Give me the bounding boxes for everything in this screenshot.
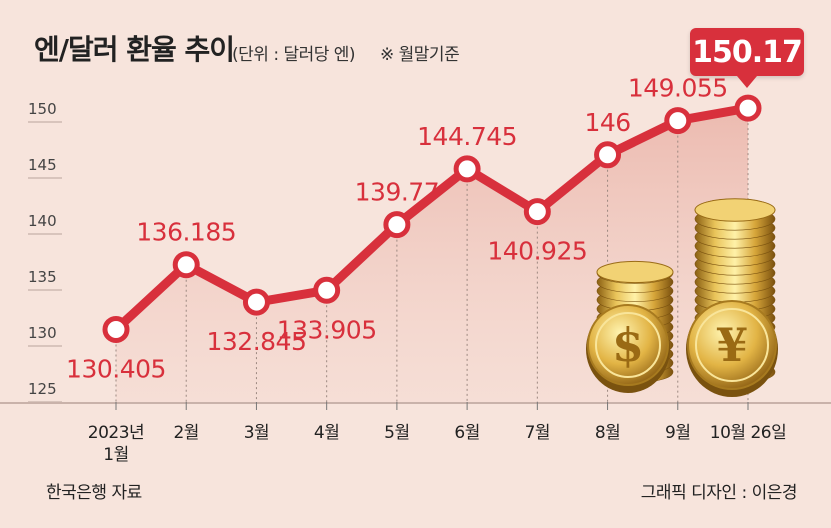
unit-label: (단위 : 달러당 엔): [232, 45, 356, 65]
data-point: [734, 94, 762, 122]
x-tick-label: 4월: [314, 423, 339, 443]
data-point: [242, 288, 270, 316]
x-axis-line: [0, 402, 831, 404]
x-tick-label: 6월: [454, 423, 479, 443]
y-tick-label: 145: [28, 156, 57, 174]
data-label: 140.925: [487, 237, 587, 266]
data-source: 한국은행 자료: [46, 483, 142, 503]
y-tick-label: 125: [28, 380, 57, 398]
x-tick-label: 8월: [595, 423, 620, 443]
yen-coin-icon: [687, 300, 777, 390]
x-tick-label: 1월: [103, 445, 128, 465]
data-point: [594, 141, 622, 169]
x-tick-label: 3월: [244, 423, 269, 443]
data-label: 132.845: [206, 327, 306, 356]
yen-coin-icon-symbol: ¥: [716, 318, 748, 372]
callout-pointer: [737, 76, 757, 88]
dollar-coin-icon: [587, 304, 669, 386]
data-point: [523, 198, 551, 226]
data-label: 146: [584, 108, 630, 137]
data-point: [313, 276, 341, 304]
x-tick-label: 2023년: [88, 423, 144, 443]
y-tick-label: 140: [28, 212, 57, 230]
data-point: [383, 211, 411, 239]
latest-value-callout: 150.17: [690, 28, 804, 76]
x-tick-label: 10월 26일: [710, 423, 786, 443]
dollar-coin-icon-symbol: $: [612, 318, 644, 372]
graphic-credit: 그래픽 디자인 : 이은경: [640, 483, 798, 503]
data-label: 139.77: [355, 178, 439, 207]
data-label: 133.905: [277, 315, 377, 344]
y-tick-label: 150: [28, 100, 57, 118]
y-tick-label: 135: [28, 268, 57, 286]
yen-coin-icon-ring: [695, 308, 769, 382]
data-label: 144.745: [417, 122, 517, 151]
data-label: 149.055: [628, 74, 728, 103]
x-tick-label: 5월: [384, 423, 409, 443]
x-tick-label: 9월: [665, 423, 690, 443]
series-line: [111, 103, 753, 334]
data-point: [172, 251, 200, 279]
area-fill: [116, 108, 748, 402]
chart-title: 엔/달러 환율 추이: [34, 33, 235, 66]
dollar-coin-icon-ring: [595, 312, 661, 378]
basis-note: ※ 월말기준: [380, 45, 460, 65]
x-tick-label: 2월: [173, 423, 198, 443]
y-tick-label: 130: [28, 324, 57, 342]
data-label: 136.185: [136, 218, 236, 247]
data-label: 130.405: [66, 354, 166, 383]
data-point: [664, 107, 692, 135]
x-tick-label: 7월: [525, 423, 550, 443]
data-point: [453, 155, 481, 183]
data-point: [102, 315, 130, 343]
